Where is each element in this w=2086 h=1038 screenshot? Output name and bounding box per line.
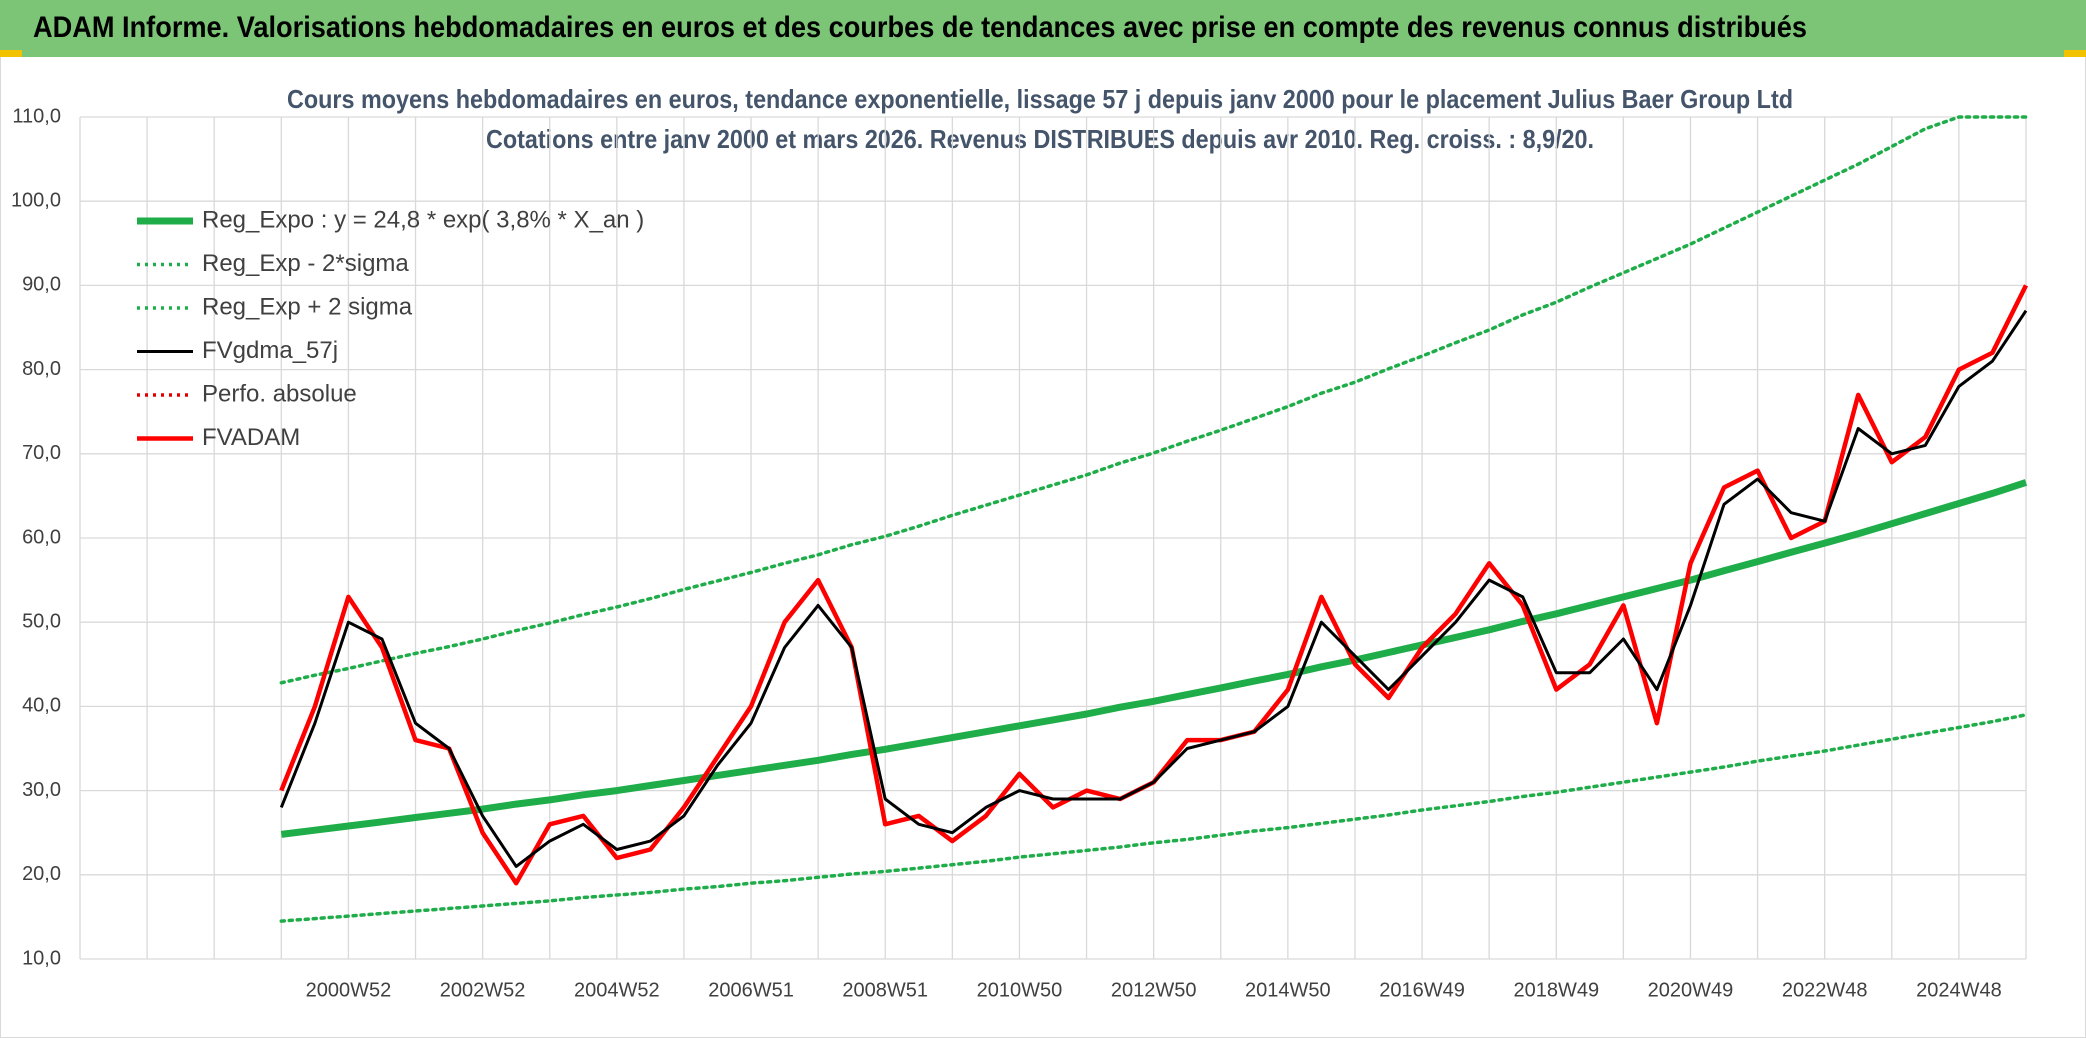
- header-title: ADAM Informe. Valorisations hebdomadaire…: [33, 11, 1807, 44]
- series-line: [280, 479, 2028, 838]
- x-tick-label: 2010W50: [977, 979, 1063, 1001]
- legend-label: Reg_Exp + 2 sigma: [202, 293, 413, 320]
- x-tick-label: 2008W51: [842, 979, 928, 1001]
- y-tick-label: 90,0: [22, 274, 61, 296]
- y-tick-label: 70,0: [22, 442, 61, 464]
- x-tick-label: 2016W49: [1379, 979, 1465, 1001]
- legend-label: Reg_Expo : y = 24,8 * exp( 3,8% * X_an ): [202, 206, 644, 233]
- corner: [2064, 50, 2086, 57]
- y-tick-label: 100,0: [11, 189, 61, 211]
- y-tick-label: 40,0: [22, 695, 61, 717]
- x-tick-label: 2012W50: [1111, 979, 1197, 1001]
- chart-title: Cours moyens hebdomadaires en euros, ten…: [287, 84, 1793, 114]
- corner: [0, 50, 22, 57]
- y-tick-label: 50,0: [22, 610, 61, 632]
- x-tick-label: 2020W49: [1648, 979, 1734, 1001]
- legend-label: Perfo. absolue: [202, 380, 357, 407]
- x-tick-label: 2018W49: [1513, 979, 1599, 1001]
- legend: Reg_Expo : y = 24,8 * exp( 3,8% * X_an )…: [137, 206, 644, 451]
- y-tick-label: 20,0: [22, 863, 61, 885]
- lines: [279, 115, 2029, 923]
- header-band: [0, 0, 2086, 57]
- x-tick-label: 2014W50: [1245, 979, 1331, 1001]
- x-tick-label: 2002W52: [440, 979, 526, 1001]
- y-tick-label: 60,0: [22, 526, 61, 548]
- x-tick-label: 2022W48: [1782, 979, 1868, 1001]
- chart-subtitle: Cotations entre janv 2000 et mars 2026. …: [486, 124, 1594, 154]
- legend-label: Reg_Exp - 2*sigma: [202, 250, 409, 277]
- x-tick-label: 2000W52: [306, 979, 392, 1001]
- y-tick-label: 110,0: [12, 105, 61, 127]
- y-tick-label: 80,0: [22, 358, 61, 380]
- series-line: [279, 713, 2028, 923]
- x-tick-label: 2006W51: [708, 979, 794, 1001]
- y-tick-label: 30,0: [22, 779, 61, 801]
- x-tick-label: 2004W52: [574, 979, 660, 1001]
- series-line: [279, 309, 2028, 868]
- legend-label: FVADAM: [202, 424, 300, 451]
- x-tick-label: 2024W48: [1916, 979, 2002, 1001]
- series-line: [279, 115, 2028, 685]
- y-tick-label: 10,0: [22, 947, 61, 969]
- legend-label: FVgdma_57j: [202, 337, 338, 364]
